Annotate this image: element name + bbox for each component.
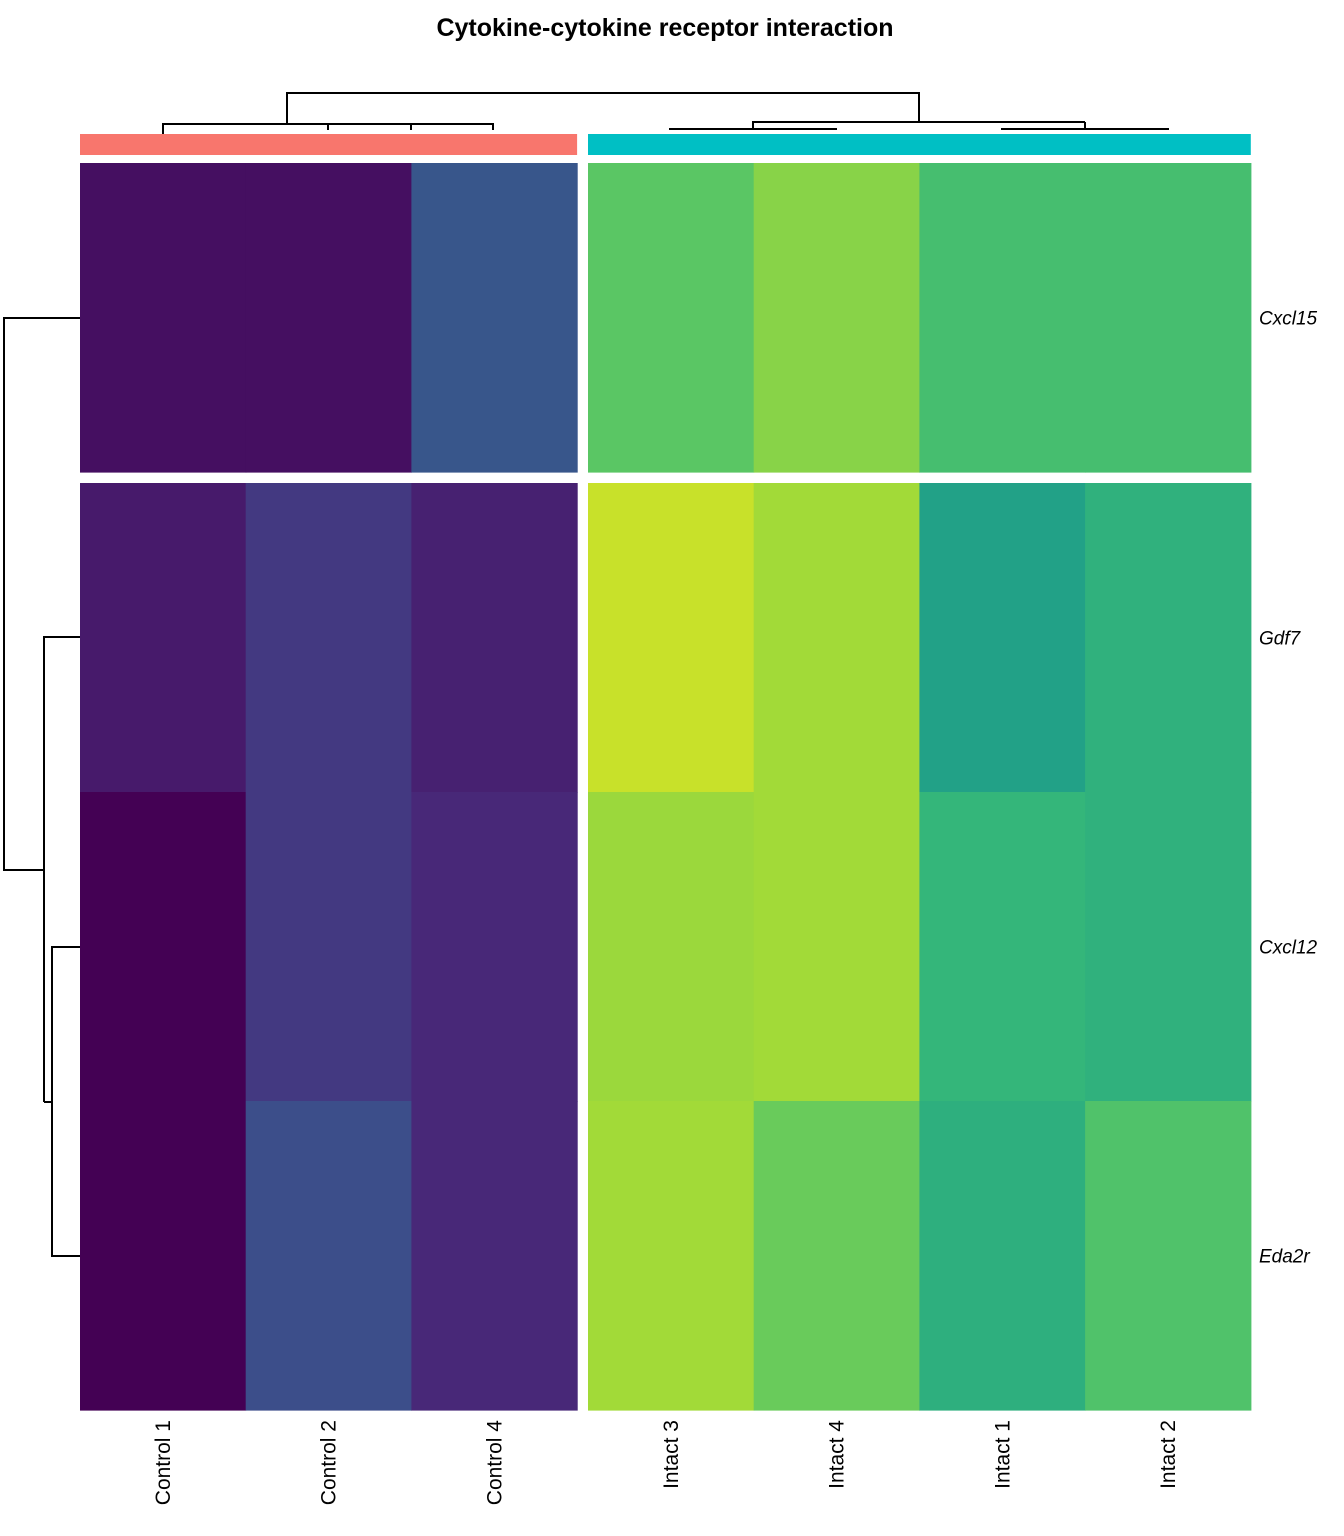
heatmap-cell (588, 1101, 755, 1411)
heatmap-cell (411, 163, 578, 473)
column-label: Intact 3 (660, 1420, 683, 1489)
heatmap-cell (80, 483, 247, 793)
heatmap-cell (1085, 163, 1252, 473)
heatmap-cell (80, 163, 247, 473)
heatmap-cell (80, 1101, 247, 1411)
heatmap-cell (1085, 483, 1252, 793)
row-label: Eda2r (1259, 1247, 1310, 1268)
heatmap-cell (411, 1101, 578, 1411)
row-dendrogram (3, 317, 80, 1257)
column-dendrogram-branch (752, 121, 1085, 129)
column-label: Intact 1 (991, 1420, 1014, 1489)
heatmap-cell (919, 483, 1086, 793)
heatmap-cells (80, 163, 1252, 1411)
column-label: Control 1 (152, 1420, 175, 1505)
heatmap-cell (588, 483, 755, 793)
heatmap-cell (245, 163, 412, 473)
heatmap-cell (919, 1101, 1086, 1411)
row-dendrogram-branch (43, 636, 80, 1102)
chart-title: Cytokine-cytokine receptor interaction (436, 14, 893, 42)
row-dendrogram-branch (51, 946, 80, 1257)
row-dendrogram-branch (3, 317, 80, 871)
heatmap-cell (80, 792, 247, 1102)
column-label: Intact 2 (1157, 1420, 1180, 1489)
column-dendrogram-branch (328, 123, 494, 130)
row-label: Gdf7 (1259, 629, 1302, 650)
row-label: Cxcl15 (1259, 309, 1318, 330)
heatmap-cell (245, 792, 412, 1102)
column-labels: Control 1 Control 2 Control 4 Intact 3 Intac… (152, 1420, 1180, 1506)
heatmap-cell (1085, 792, 1252, 1102)
row-labels: Cxcl15 Gdf7 Cxcl12 Eda2r (1259, 309, 1318, 1268)
heatmap-cell (588, 792, 755, 1102)
column-dendrogram-branch (669, 128, 837, 130)
heatmap-cell (411, 483, 578, 793)
heatmap-cell (245, 483, 412, 793)
heatmap-cell (753, 163, 920, 473)
row-label: Cxcl12 (1259, 938, 1318, 959)
heatmap-cell (753, 1101, 920, 1411)
heatmap-cell (753, 792, 920, 1102)
heatmap-cell (753, 483, 920, 793)
heatmap-cell (919, 792, 1086, 1102)
heatmap-cell (588, 163, 755, 473)
heatmap-cell (919, 163, 1086, 473)
column-dendrogram-branch (1001, 128, 1169, 130)
group-bar-1 (80, 134, 578, 155)
column-label: Control 2 (318, 1420, 341, 1505)
heatmap-cell (245, 1101, 412, 1411)
heatmap-cell (411, 792, 578, 1102)
column-label: Control 4 (483, 1420, 506, 1506)
heatmap-cell (1085, 1101, 1252, 1411)
column-group-annotation (80, 134, 1251, 155)
column-dendrogram-branch (286, 92, 920, 124)
column-dendrogram-branch (162, 123, 328, 134)
column-label: Intact 4 (826, 1420, 849, 1489)
group-bar-2 (588, 134, 1251, 155)
column-dendrogram (162, 92, 1169, 134)
